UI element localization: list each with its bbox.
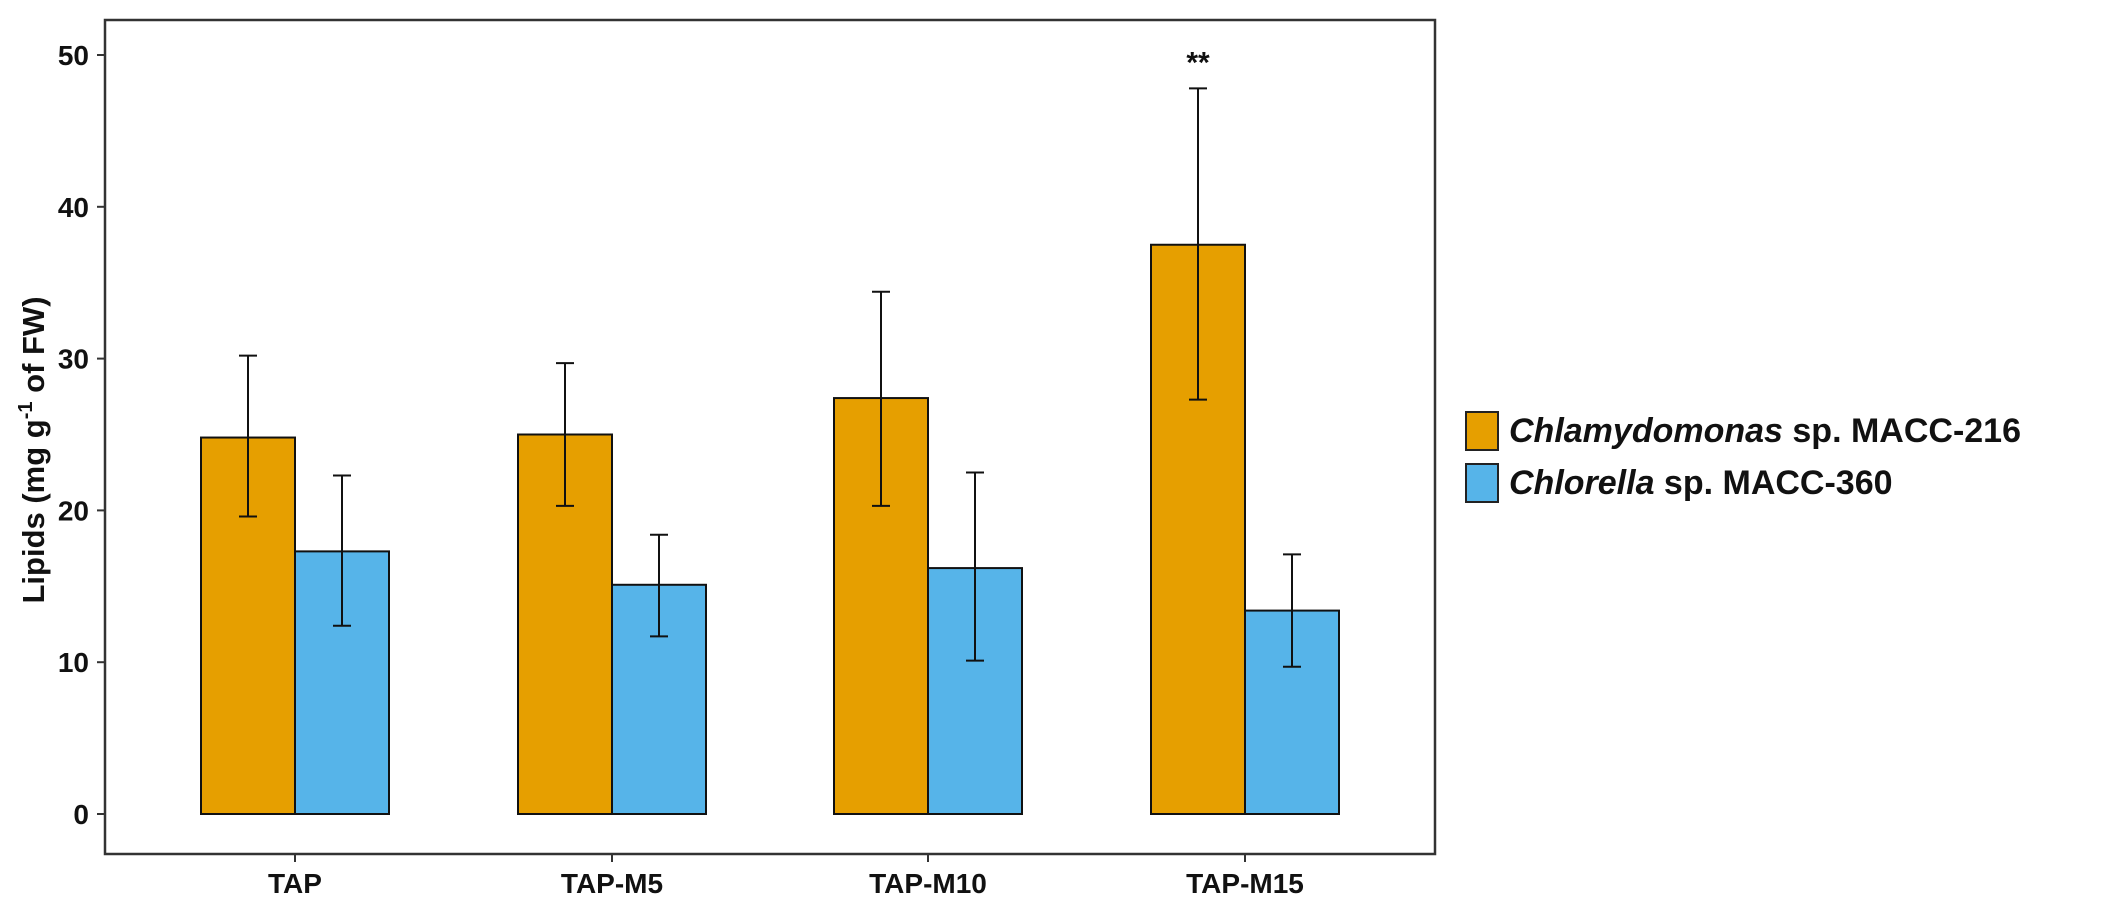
- error-bar-chlorella-tap-m10: [966, 471, 984, 662]
- legend-item-chlamydomonas: Chlamydomonas sp. MACC-216: [1465, 408, 2021, 454]
- annotations-layer: **: [1186, 46, 1210, 79]
- x-axis-ticks: TAP TAP-M5 TAP-M10 TAP-M15: [268, 854, 1304, 899]
- error-bar-chlorella-tap-m5: [650, 533, 668, 638]
- x-tick-label-tap: TAP: [268, 868, 322, 899]
- y-tick-label: 0: [73, 799, 89, 830]
- significance-annotation: **: [1186, 46, 1210, 79]
- y-tick-label: 50: [58, 40, 89, 71]
- legend-label-chlamydomonas: Chlamydomonas sp. MACC-216: [1509, 411, 2022, 450]
- legend: Chlamydomonas sp. MACC-216 Chlorella sp.…: [1465, 408, 2021, 512]
- y-axis-ticks: 0 10 20 30 40 50: [58, 40, 105, 830]
- y-tick-label: 30: [58, 344, 89, 375]
- y-tick-label: 20: [58, 495, 89, 526]
- error-bar-chlamydomonas-tap-m10: [872, 290, 890, 507]
- x-tick-label-tap-m15: TAP-M15: [1186, 868, 1304, 899]
- x-tick-label-tap-m5: TAP-M5: [561, 868, 663, 899]
- error-bar-chlamydomonas-tap-m15: [1189, 87, 1207, 401]
- y-tick-label: 40: [58, 192, 89, 223]
- error-bar-chlamydomonas-tap-m5: [556, 362, 574, 507]
- error-bars-layer: [239, 87, 1301, 668]
- y-axis-title: Lipids (mg g-1 of FW): [15, 296, 51, 603]
- legend-item-chlorella: Chlorella sp. MACC-360: [1465, 460, 2021, 506]
- x-tick-label-tap-m10: TAP-M10: [869, 868, 987, 899]
- legend-key-chlamydomonas: [1465, 411, 1499, 451]
- error-bar-chlorella-tap-m15: [1283, 553, 1301, 668]
- legend-label-chlorella: Chlorella sp. MACC-360: [1509, 463, 1893, 502]
- legend-key-chlorella: [1465, 463, 1499, 503]
- y-tick-label: 10: [58, 647, 89, 678]
- error-bar-chlamydomonas-tap: [239, 354, 257, 518]
- bar-chlorella-tap-m15: [1244, 609, 1340, 816]
- bar-chlorella-tap-m5: [611, 583, 707, 815]
- error-bar-chlorella-tap: [333, 474, 351, 627]
